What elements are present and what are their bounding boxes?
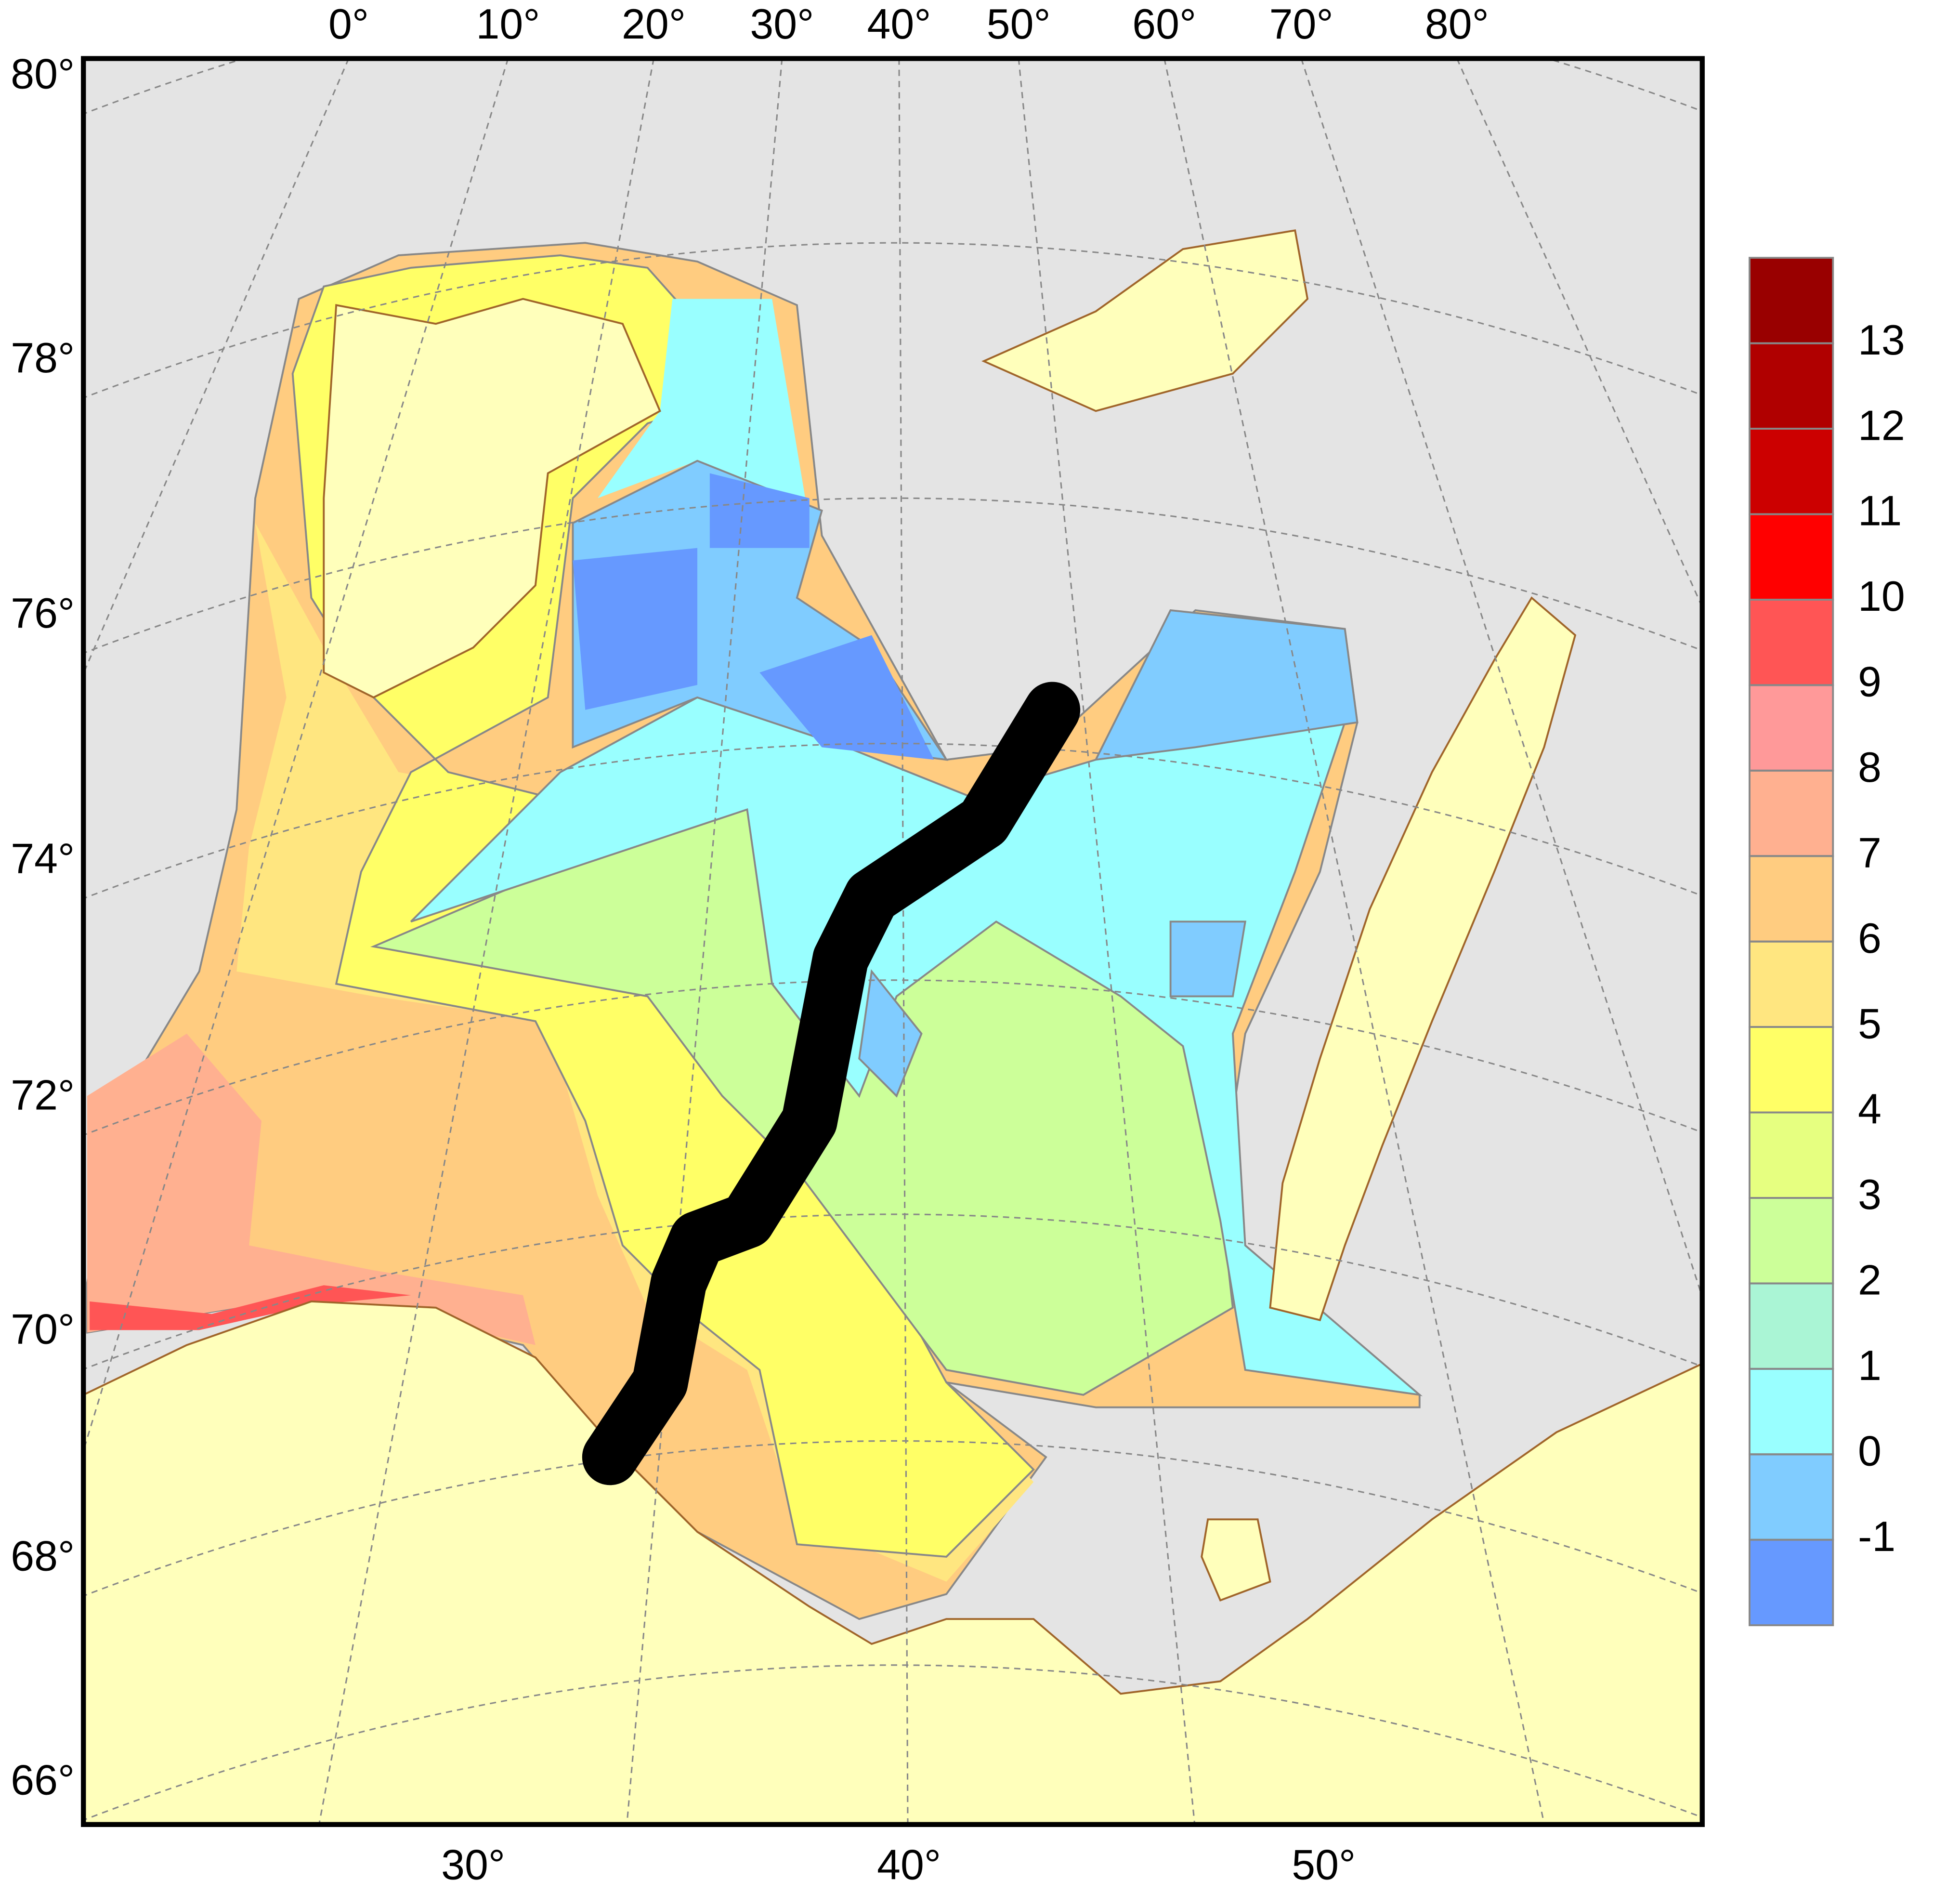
legend-bin (1749, 855, 1834, 943)
longitude-label: 80° (1425, 0, 1489, 48)
legend-bin (1749, 513, 1834, 601)
longitude-label: 10° (476, 0, 540, 48)
legend-tick-label: 1 (1858, 1341, 1882, 1389)
longitude-label: 30° (750, 0, 814, 48)
meridian (898, 58, 909, 1825)
legend-bin (1749, 1026, 1834, 1114)
longitude-label: 0° (328, 0, 369, 48)
latitude-label: 72° (11, 1071, 75, 1119)
legend-bin (1749, 342, 1834, 430)
parallel (83, 1213, 1702, 1370)
longitude-label: 60° (1132, 0, 1196, 48)
longitude-label: 50° (987, 0, 1051, 48)
land-franz-josef (981, 229, 1309, 412)
legend-bin (1749, 1453, 1834, 1541)
longitude-label: 20° (622, 0, 686, 48)
zone-hot (87, 1033, 536, 1345)
legend-tick-label: 10 (1858, 572, 1905, 620)
legend-bin (1749, 257, 1834, 344)
legend-bin (1749, 940, 1834, 1028)
legend-tick-label: 2 (1858, 1256, 1882, 1304)
legend-tick-label: 8 (1858, 743, 1882, 791)
legend-tick-label: 4 (1858, 1085, 1882, 1133)
legend-bin (1749, 428, 1834, 515)
zone-coldest (573, 473, 934, 760)
legend-tick-label: 7 (1858, 828, 1882, 876)
parallel (83, 1664, 1702, 1821)
legend-bin (1749, 598, 1834, 686)
latitude-label: 76° (11, 589, 75, 637)
legend-tick-label: 3 (1858, 1170, 1882, 1218)
axis-labels: 80° 78° 76° 74° 72° 70° 68° 66° 0° 10° 20° 30° 40° 50… (11, 0, 1489, 1888)
land-kolguyev (1201, 1518, 1271, 1602)
legend-tick-label: -1 (1858, 1512, 1895, 1560)
zone-blue (572, 460, 1359, 1098)
legend-tick-label: 11 (1858, 487, 1902, 535)
latitude-label: 68° (11, 1532, 75, 1579)
legend-bin (1749, 1111, 1834, 1199)
meridian (1018, 58, 1196, 1825)
parallel (83, 497, 1702, 654)
legend-tick-label: 6 (1858, 914, 1882, 962)
legend-tick-label: 12 (1858, 401, 1905, 449)
legend-tick-label: 0 (1858, 1427, 1882, 1474)
zone-hottest (90, 1285, 411, 1330)
legend-bin (1749, 769, 1834, 857)
latitude-label: 80° (11, 50, 75, 98)
meridian (1163, 58, 1545, 1825)
parallel (83, 242, 1702, 399)
land-svalbard (323, 298, 661, 699)
parallel (83, 979, 1702, 1136)
legend-tick-label: 9 (1858, 658, 1882, 706)
section-route (582, 682, 1081, 1485)
parallel (83, 743, 1702, 900)
legend-bin (1749, 1197, 1834, 1285)
meridian (83, 58, 509, 1453)
map-content (83, 58, 1702, 1825)
longitude-label: 40° (867, 0, 931, 48)
meridian (626, 58, 783, 1825)
latitude-label: 78° (11, 334, 75, 381)
longitude-label: 30° (441, 1841, 505, 1889)
legend-tick-label: 5 (1858, 999, 1882, 1047)
meridian (318, 58, 655, 1825)
legend-bin (1749, 684, 1834, 772)
graticule (83, 58, 1702, 1825)
legend-bin (1749, 1367, 1834, 1456)
longitude-label: 50° (1292, 1841, 1356, 1889)
latitude-label: 74° (11, 834, 75, 882)
legend-bin (1749, 1282, 1834, 1370)
land-novaya-zemlya (1269, 596, 1577, 1321)
longitude-label: 70° (1269, 0, 1333, 48)
land-mainland (83, 1300, 1702, 1825)
latitude-label: 66° (11, 1756, 75, 1804)
legend-bin (1749, 1538, 1834, 1627)
latitude-label: 70° (11, 1305, 75, 1353)
legend-tick-label: 13 (1858, 316, 1905, 364)
longitude-label: 40° (877, 1841, 941, 1889)
map-frame (81, 56, 1705, 1827)
